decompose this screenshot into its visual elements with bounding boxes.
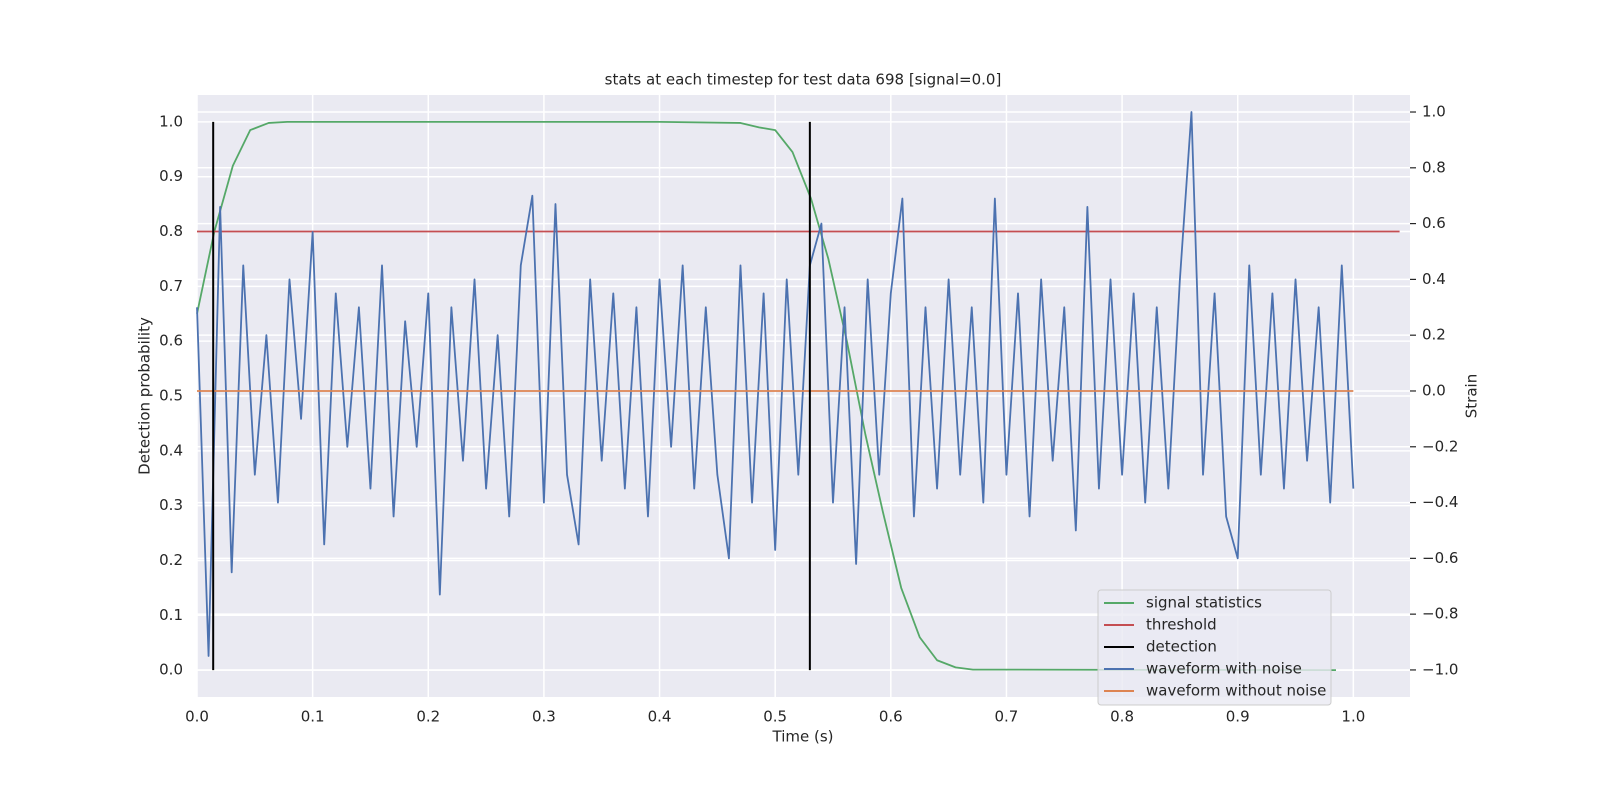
y2-tick-label: 0.2: [1422, 326, 1446, 344]
series-line: [196, 120, 1336, 672]
x-tick-label: 1.0: [1341, 708, 1365, 726]
y2-tick-label: 0.8: [1422, 158, 1446, 176]
legend-label: waveform with noise: [1146, 660, 1302, 678]
marks: [196, 111, 1400, 672]
x-tick-label: 0.2: [416, 708, 440, 726]
x-tick-label: 0.4: [648, 708, 672, 726]
y-tick-label: 0.9: [159, 167, 183, 185]
y2-tick-label: −0.2: [1422, 437, 1458, 455]
x-tick-label: 0.5: [763, 708, 787, 726]
y2-tick-label: 0.0: [1422, 381, 1446, 399]
x-axis-label: Time (s): [772, 728, 834, 746]
y-tick-label: 0.0: [159, 661, 183, 679]
x-tick-label: 0.9: [1226, 708, 1250, 726]
x-tick-label: 0.8: [1110, 708, 1134, 726]
legend-label: signal statistics: [1146, 594, 1262, 612]
y2-tick-label: 1.0: [1422, 103, 1446, 121]
y-axis-label: Detection probability: [136, 317, 154, 475]
legend-box: [1097, 589, 1332, 706]
y2-tick-label: −0.8: [1422, 605, 1458, 623]
y-tick-label: 0.5: [159, 387, 183, 405]
x-tick-label: 0.3: [532, 708, 556, 726]
y2-tick-label: −0.4: [1422, 493, 1458, 511]
y2-tick-label: −0.6: [1422, 549, 1458, 567]
y-tick-label: 0.3: [159, 496, 183, 514]
y-tick-label: 0.8: [159, 222, 183, 240]
y2-tick-label: −1.0: [1422, 660, 1458, 678]
legend-label: detection: [1146, 638, 1217, 656]
y-tick-label: 0.4: [159, 441, 183, 459]
y-tick-label: 0.7: [159, 277, 183, 295]
legend-label: waveform without noise: [1146, 682, 1326, 700]
x-tick-label: 0.0: [185, 708, 209, 726]
x-tick-label: 0.6: [879, 708, 903, 726]
y2-tick-label: 0.4: [1422, 270, 1446, 288]
y2-axis-label: Strain: [1463, 374, 1481, 418]
x-tick-label: 0.1: [301, 708, 325, 726]
y-tick-label: 0.2: [159, 551, 183, 569]
legend: signal statistics threshold detection wavef…: [1097, 589, 1332, 706]
y-tick-label: 0.1: [159, 606, 183, 624]
x-tick-label: 0.7: [995, 708, 1019, 726]
chart-title: stats at each timestep for test data 698…: [605, 71, 1002, 89]
legend-label: threshold: [1146, 616, 1217, 634]
y2-tick-label: 0.6: [1422, 214, 1446, 232]
y-tick-label: 1.0: [159, 112, 183, 130]
series-line: [196, 111, 1355, 657]
y-tick-label: 0.6: [159, 332, 183, 350]
